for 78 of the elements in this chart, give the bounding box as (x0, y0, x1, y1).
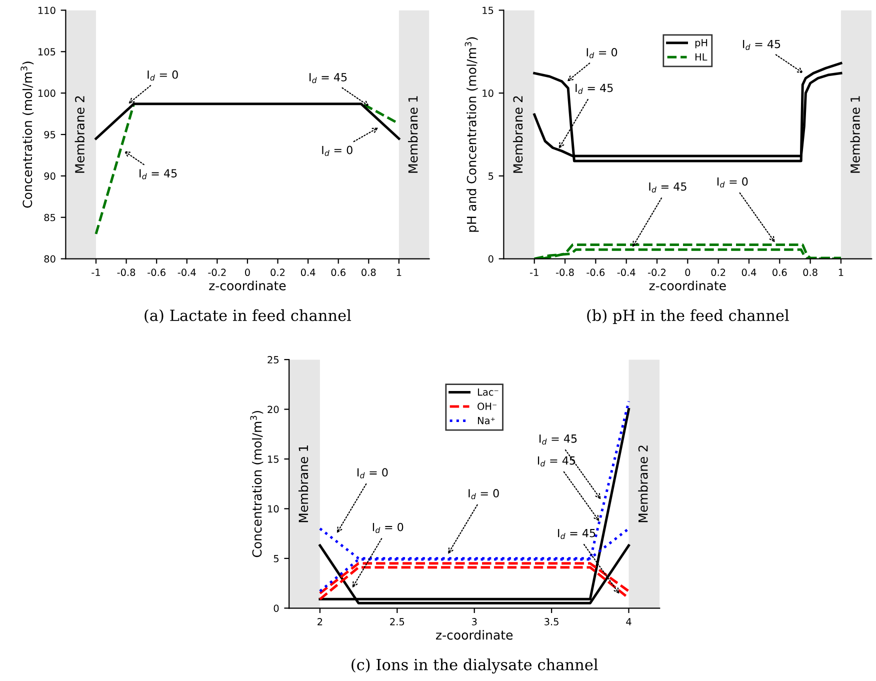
legend-label: Lac⁻ (478, 388, 498, 396)
y-tick-label: 5 (274, 555, 279, 562)
y-tick-label: 0 (274, 604, 279, 612)
legend-label: pH (695, 39, 708, 48)
text: (a) Lactate in feed channel (144, 309, 352, 324)
x-tick-label: 0.6 (331, 268, 346, 276)
x-tick-label: 0.8 (362, 268, 376, 276)
x-tick-label: -0.8 (556, 268, 574, 276)
y-tick-label: 100 (38, 90, 56, 97)
band-label: Membrane 1 (850, 96, 860, 173)
y-tick-label: 80 (44, 255, 56, 263)
y-tick-label: 25 (268, 356, 279, 364)
y-tick-label: 10 (482, 90, 494, 97)
x-tick-label: -0.4 (617, 268, 636, 276)
legend-label: HL (695, 53, 708, 61)
annotation: I$_{d}$ = 0 (468, 489, 499, 500)
y-tick-label: 90 (44, 172, 56, 180)
annotation: I$_{d}$ = 45 (558, 529, 596, 540)
text: (b) pH in the feed channel (587, 309, 789, 324)
x-tick-label: -1 (530, 268, 538, 276)
annotation: I$_{d}$ = 0 (357, 468, 388, 478)
x-tick-label: 0 (685, 268, 690, 276)
x-tick-label: 3.5 (544, 618, 558, 626)
y-tick-label: 5 (488, 172, 494, 180)
annotation: I$_{d}$ = 45 (310, 73, 347, 84)
y-tick-label: 10 (268, 505, 279, 513)
annotation: I$_{d}$ = 45 (743, 40, 780, 50)
band-label: Membrane 2 (74, 96, 84, 173)
band-label: Membrane 1 (408, 96, 418, 173)
y-tick-label: 15 (268, 456, 279, 463)
x-tick-label: 0.8 (803, 268, 818, 276)
x-tick-label: 0.2 (711, 268, 726, 276)
band-label: Membrane 1 (298, 446, 308, 522)
x-tick-label: 2 (318, 618, 322, 626)
legend-label: OH⁻ (478, 402, 496, 410)
x-tick-label: 0.2 (270, 268, 285, 276)
annotation: I$_{d}$ = 0 (717, 177, 748, 188)
x-axis-title: z-coordinate (649, 280, 726, 290)
x-tick-label: -1 (92, 268, 100, 276)
band-label: Membrane 2 (638, 446, 648, 522)
annotation: I$_{d}$ = 0 (372, 522, 404, 534)
x-tick-label: -0.6 (586, 268, 605, 276)
text: (c) Ions in the dialysate channel (352, 658, 598, 674)
x-tick-label: 2.5 (390, 618, 404, 626)
x-tick-label: -0.2 (208, 268, 226, 276)
y-axis-title: Concentration (mol/m$^{3}$) (20, 62, 34, 208)
y-tick-label: 15 (482, 6, 494, 14)
y-tick-label: 105 (38, 48, 56, 56)
annotation: I$_{d}$ = 45 (649, 182, 686, 193)
band-label: Membrane 2 (512, 96, 523, 173)
annotation: I$_{d}$ = 45 (576, 84, 613, 94)
y-tick-label: 20 (268, 406, 279, 414)
x-tick-label: 4 (626, 618, 632, 626)
x-tick-label: -0.2 (648, 268, 666, 276)
x-tick-label: -0.8 (117, 268, 136, 276)
x-tick-label: -0.6 (148, 268, 166, 276)
x-tick-label: 1 (396, 268, 402, 276)
y-tick-label: 110 (38, 6, 56, 14)
annotation: I$_{d}$ = 45 (140, 169, 177, 180)
x-tick-label: 0.4 (300, 268, 316, 276)
x-tick-label: 0 (245, 268, 250, 276)
annotation: I$_{d}$ = 0 (586, 48, 618, 58)
y-tick-label: 85 (44, 214, 56, 222)
y-tick-label: 0 (488, 255, 494, 263)
x-tick-label: -0.4 (178, 268, 196, 276)
x-tick-label: 0.4 (742, 268, 756, 276)
annotation: I$_{d}$ = 0 (148, 70, 178, 81)
x-tick-label: 3 (472, 618, 477, 626)
x-axis-title: z-coordinate (436, 630, 513, 640)
y-axis-title: Concentration (mol/m$^{3}$) (250, 410, 264, 558)
x-tick-label: 0.6 (772, 268, 787, 276)
x-axis-title: z-coordinate (209, 280, 286, 290)
x-tick-label: 1 (838, 268, 844, 276)
y-axis-title: pH and Concentration (mol/m$^{3}$) (464, 37, 479, 232)
legend-label: Na⁺ (478, 417, 495, 424)
annotation: I$_{d}$ = 0 (322, 146, 352, 156)
annotation: I$_{d}$ = 45 (540, 434, 577, 445)
y-tick-label: 95 (44, 130, 56, 138)
